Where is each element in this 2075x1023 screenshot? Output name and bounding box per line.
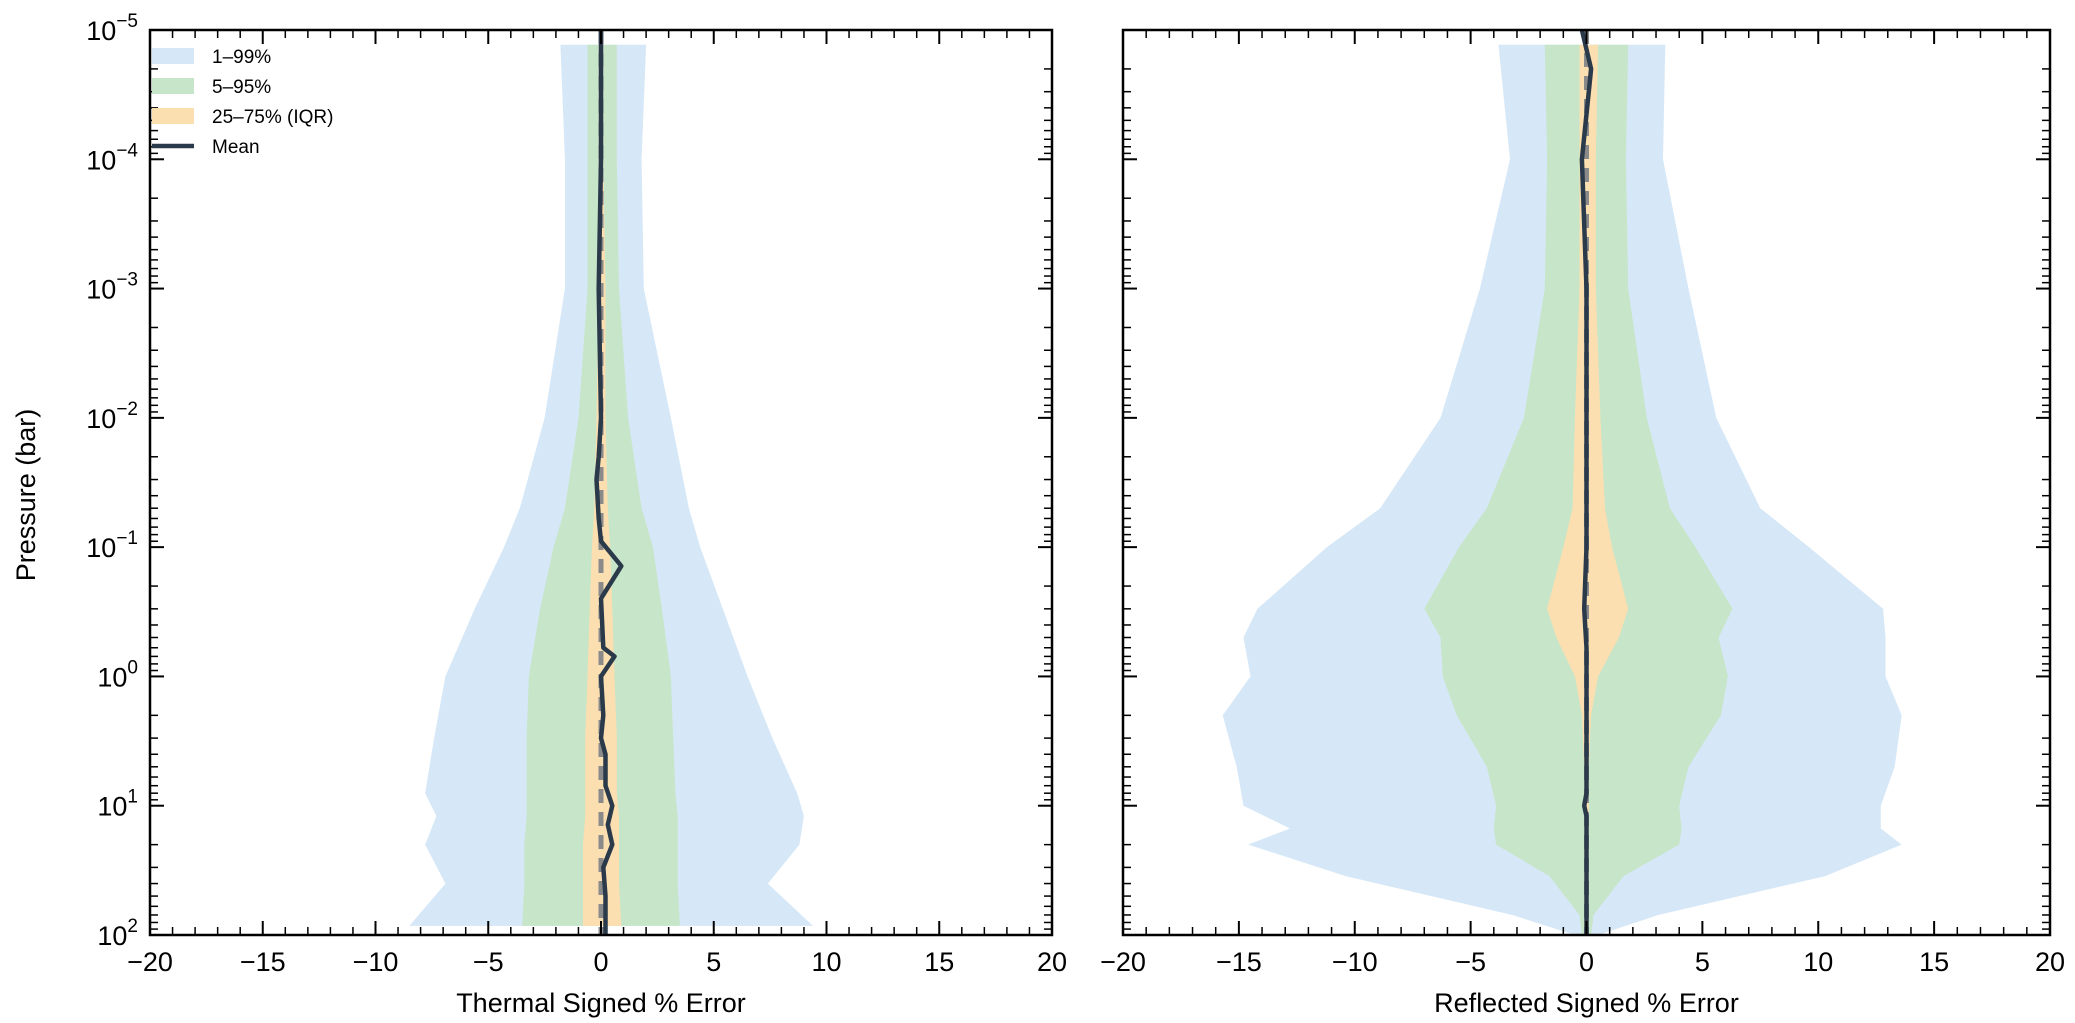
x-tick-label: 5 [1695, 947, 1710, 977]
x-tick-label: 15 [1919, 947, 1949, 977]
legend-item: 25–75% (IQR) [152, 107, 333, 128]
y-tick-label: 101 [97, 787, 138, 822]
y-tick-label: 10−2 [86, 399, 138, 434]
band-iqr [583, 44, 622, 926]
x-axis-label: Thermal Signed % Error [456, 988, 746, 1018]
legend: 1–99% 5–95% 25–75% (IQR) Mean [152, 47, 333, 158]
legend-item: 1–99% [152, 47, 271, 68]
reflected-panel: −20 −15 −10 −5 0 5 10 15 20 Reflected Signed % Er… [1100, 28, 2065, 1018]
x-tick-label: −5 [1455, 947, 1486, 977]
legend-swatch [152, 48, 194, 64]
y-tick-label: 10−4 [86, 140, 138, 175]
legend-label: 1–99% [212, 47, 271, 68]
y-tick-label: 10−5 [86, 11, 138, 46]
legend-swatch [152, 78, 194, 94]
legend-label: Mean [212, 137, 260, 158]
x-tick-label: 0 [1579, 947, 1594, 977]
x-tick-label: −15 [240, 947, 286, 977]
mean-line [1579, 29, 1594, 935]
x-tick-label: −10 [1332, 947, 1378, 977]
x-tick-label: 5 [706, 947, 721, 977]
x-tick-label: −10 [353, 947, 399, 977]
thermal-panel: −20 −15 −10 −5 0 5 10 15 20 Thermal Signed % Erro… [86, 11, 1067, 1018]
legend-item: 5–95% [152, 77, 271, 98]
mean-line [594, 30, 624, 935]
x-tick-label: 20 [1037, 947, 1067, 977]
x-tick-label: −20 [1100, 947, 1146, 977]
y-tick-label: 10−3 [86, 270, 138, 305]
y-tick-label: 10−1 [86, 528, 138, 563]
legend-label: 5–95% [212, 77, 271, 98]
legend-label: 25–75% (IQR) [212, 107, 333, 128]
y-axis-label: Pressure (bar) [11, 409, 41, 582]
x-tick-label: −5 [473, 947, 504, 977]
y-tick-label: 100 [97, 657, 138, 692]
x-tick-label: 20 [2035, 947, 2065, 977]
x-axis-label: Reflected Signed % Error [1434, 988, 1739, 1018]
x-tick-label: 15 [924, 947, 954, 977]
x-tick-label: 10 [811, 947, 841, 977]
y-tick-label: 102 [97, 916, 138, 951]
x-tick-label: −15 [1216, 947, 1262, 977]
legend-swatch [152, 108, 194, 124]
x-tick-label: 10 [1803, 947, 1833, 977]
x-tick-label: 0 [593, 947, 608, 977]
x-tick-label: −20 [127, 947, 173, 977]
legend-item: Mean [152, 137, 260, 158]
